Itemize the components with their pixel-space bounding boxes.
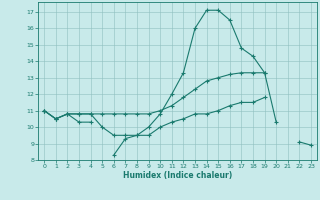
X-axis label: Humidex (Indice chaleur): Humidex (Indice chaleur) (123, 171, 232, 180)
